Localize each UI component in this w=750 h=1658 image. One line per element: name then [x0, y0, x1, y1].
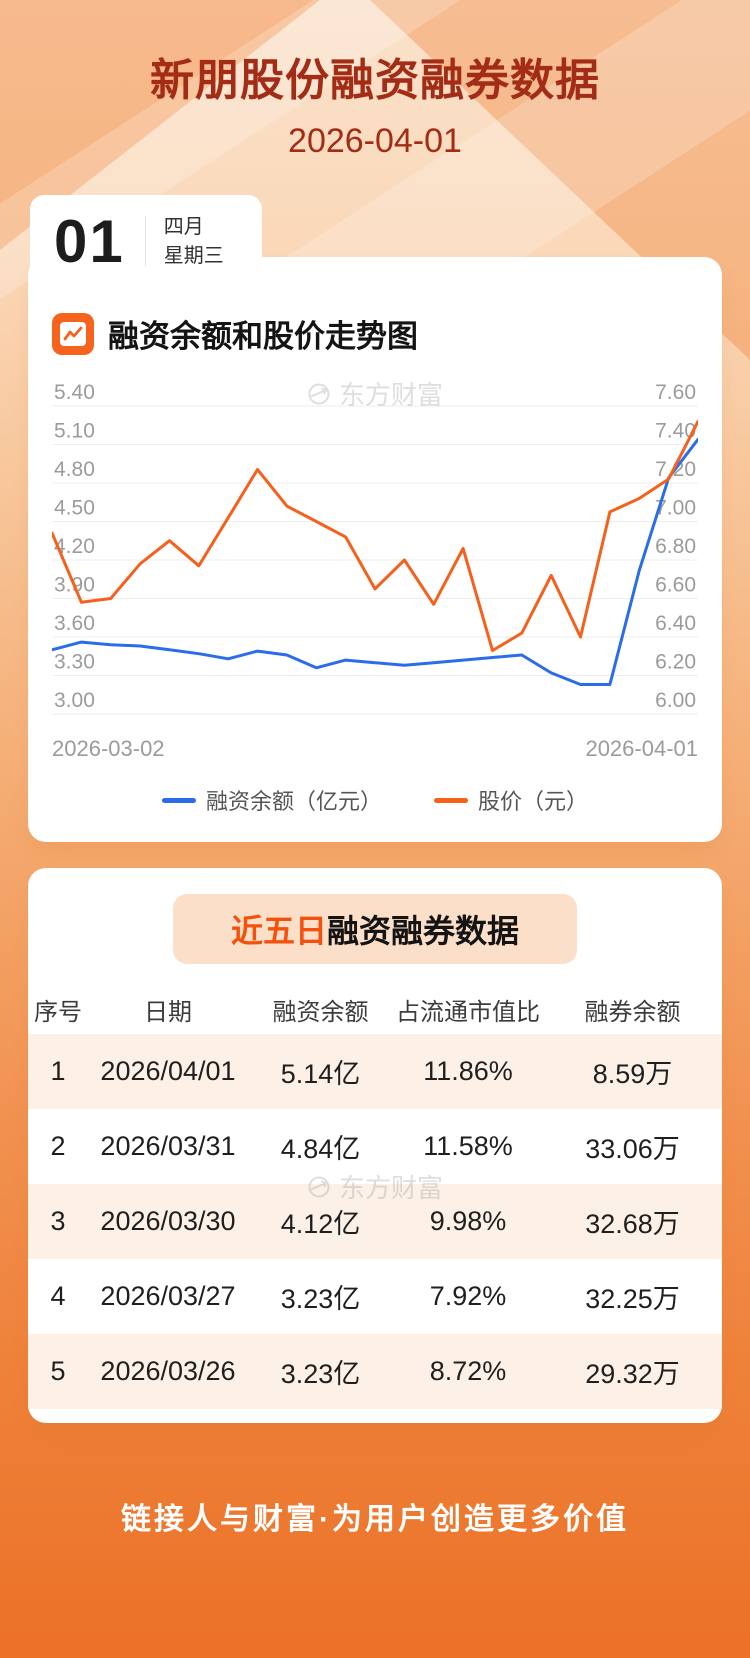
table-cell: 4 [50, 1281, 66, 1311]
table-cell: 4.12亿 [280, 1209, 361, 1239]
right-axis-tick: 6.80 [655, 535, 696, 558]
legend-label: 股价（元） [478, 789, 589, 814]
table-title: 近五日融资融券数据 [172, 894, 578, 964]
right-axis-tick: 6.60 [655, 574, 696, 597]
table-cell: 2026/03/30 [100, 1206, 236, 1236]
table-row: 1 2026/04/01 5.14亿 11.86% 8.59万 [28, 1034, 722, 1109]
table-row: 3 2026/03/30 4.12亿 9.98% 32.68万 [28, 1184, 722, 1259]
x-axis-end-label: 2026-04-01 [585, 736, 698, 761]
legend-swatch [434, 797, 468, 803]
table-cell: 1 [50, 1056, 66, 1086]
footer-slogan: 链接人与财富·为用户创造更多价值 [121, 1503, 629, 1536]
table-cell: 3.23亿 [280, 1359, 361, 1389]
day-number: 01 [54, 207, 125, 275]
right-axis-tick: 7.00 [655, 497, 696, 520]
series-line [52, 419, 698, 652]
chart-title: 融资余额和股价走势图 [108, 319, 418, 354]
table-cell: 8.72% [429, 1356, 507, 1386]
table-header-row: 序号 日期 融资余额 占流通市值比 融券余额 [28, 984, 722, 1034]
table-cell: 5.14亿 [280, 1059, 361, 1089]
right-axis-tick: 6.20 [655, 651, 696, 674]
left-axis-tick: 5.40 [54, 381, 95, 404]
table-cell: 4.84亿 [280, 1134, 361, 1164]
table-row: 2 2026/03/31 4.84亿 11.58% 33.06万 [28, 1109, 722, 1184]
left-axis-tick: 3.60 [54, 612, 95, 635]
table-cell: 2026/04/01 [100, 1056, 236, 1086]
table-title-rest: 融资融券数据 [327, 913, 520, 949]
table-cell: 5 [50, 1356, 66, 1386]
table-cell: 3 [50, 1206, 66, 1236]
report-date: 2026-04-01 [288, 122, 462, 160]
column-header: 序号 [34, 998, 82, 1026]
legend-item: 股价（元） [434, 784, 588, 816]
table-card: 近五日融资融券数据 东方财富 序号 日期 融资余额 占流通市值比 融券余额 1 2026/0… [28, 868, 722, 1423]
date-badge: 01 四月 星期三 [30, 195, 262, 287]
table-cell: 2026/03/27 [100, 1281, 236, 1311]
badge-divider [144, 216, 146, 266]
page-header: 新朋股份融资融券数据 2026-04-01 [0, 0, 750, 161]
table-cell: 8.59万 [592, 1059, 673, 1089]
series-line [52, 437, 698, 686]
page-title: 新朋股份融资融券数据 [150, 56, 600, 105]
left-axis-tick: 4.50 [54, 497, 95, 520]
table-cell: 29.32万 [585, 1359, 680, 1389]
line-chart: 5.40 7.605.10 7.404.80 7.204.50 7.004.20 6.80… [52, 381, 698, 715]
right-axis-tick: 6.00 [655, 689, 696, 712]
x-axis-start-label: 2026-03-02 [52, 736, 165, 761]
table-cell: 2026/03/31 [100, 1131, 236, 1161]
table-cell: 11.86% [423, 1056, 513, 1086]
weekday-label: 星期三 [163, 244, 224, 267]
table-row: 5 2026/03/26 3.23亿 8.72% 29.32万 [28, 1334, 722, 1409]
table-cell: 7.92% [429, 1281, 507, 1311]
table-row: 4 2026/03/27 3.23亿 7.92% 32.25万 [28, 1259, 722, 1334]
margin-data-table: 序号 日期 融资余额 占流通市值比 融券余额 1 2026/04/01 5.14亿 11.86%… [28, 984, 722, 1409]
legend-label: 融资余额（亿元） [205, 789, 382, 814]
table-cell: 9.98% [429, 1206, 507, 1236]
column-header: 占流通市值比 [396, 998, 540, 1026]
table-cell: 32.25万 [585, 1284, 680, 1314]
table-cell: 11.58% [423, 1131, 513, 1161]
column-header: 融券余额 [584, 998, 681, 1026]
table-cell: 32.68万 [585, 1209, 680, 1239]
month-label: 四月 [163, 215, 204, 238]
table-cell: 3.23亿 [280, 1284, 361, 1314]
right-axis-tick: 7.40 [655, 420, 696, 443]
table-cell: 33.06万 [585, 1134, 680, 1164]
x-axis-labels: 2026-03-02 2026-04-01 [52, 736, 698, 762]
table-title-highlight: 近五日 [230, 913, 327, 949]
left-axis-tick: 4.20 [54, 535, 95, 558]
left-axis-tick: 3.00 [54, 689, 95, 712]
chart-card-header: 融资余额和股价走势图 [52, 311, 698, 356]
chart-card: 融资余额和股价走势图 东方财富 5.40 7.60 5.10 7.40 4.80 7.20… [28, 257, 722, 842]
right-axis-tick: 7.60 [655, 381, 696, 404]
legend-item: 融资余额（亿元） [161, 784, 382, 816]
table-cell: 2026/03/26 [100, 1356, 236, 1386]
column-header: 融资余额 [272, 998, 369, 1026]
legend-swatch [161, 797, 196, 803]
left-axis-tick: 5.10 [54, 420, 95, 443]
left-axis-tick: 3.30 [54, 651, 95, 674]
chart-icon [52, 312, 94, 355]
right-axis-tick: 6.40 [655, 612, 696, 635]
column-header: 日期 [144, 998, 192, 1026]
chart-legend: 融资余额（亿元） 股价（元） [52, 784, 698, 816]
left-axis-tick: 4.80 [54, 458, 95, 481]
table-cell: 2 [50, 1131, 66, 1161]
